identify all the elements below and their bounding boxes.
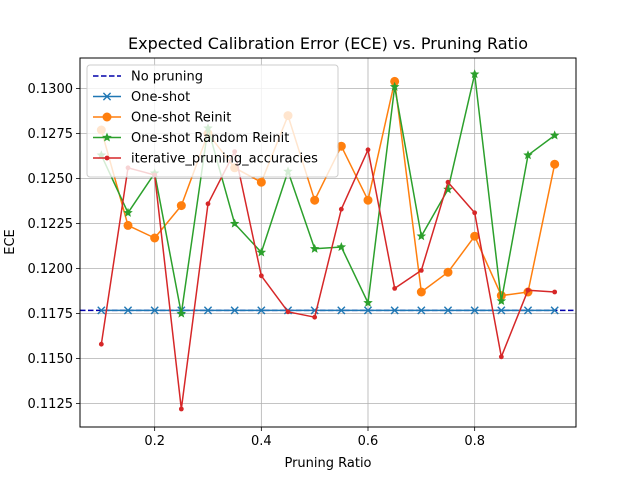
data-point [390,76,400,86]
x-tick-label: 0.4 [251,434,272,449]
legend-label: No pruning [131,70,203,85]
data-point [229,218,240,228]
data-point [392,286,398,291]
data-point [416,231,427,241]
data-point [550,306,559,315]
y-tick-label: 0.1175 [28,307,74,322]
x-tick-label: 0.6 [358,434,379,449]
y-tick-label: 0.1250 [28,172,74,187]
data-point [443,184,453,194]
data-point [496,296,507,306]
data-point [98,341,104,347]
legend-marker [102,92,112,101]
data-point [552,289,558,295]
data-point [205,201,211,207]
data-point [443,267,453,277]
x-ticks: 0.2 0.4 0.6 0.8 [144,427,485,449]
x-axis-label: Pruning Ratio [284,456,371,471]
data-point [469,69,480,79]
data-point [309,243,320,253]
y-ticks: 0.1125 0.1150 0.1175 0.1200 0.1225 0.1250 0.12… [28,82,80,412]
data-point [363,195,373,205]
data-point [523,150,533,160]
data-point [363,297,373,307]
legend-marker [102,112,112,122]
data-point [336,141,346,151]
legend-marker [102,132,112,142]
legend-marker [104,155,110,161]
data-point [389,81,400,91]
legend-entry: One-shot Reinit [93,111,231,126]
data-point [416,287,426,297]
data-point [258,273,264,279]
legend-entry: No pruning [93,70,203,85]
legend-box [86,64,339,178]
y-tick-label: 0.1275 [28,127,74,142]
data-point [230,306,239,315]
data-point [97,306,106,315]
y-tick-label: 0.1200 [28,262,74,277]
chart-title: Expected Calibration Error (ECE) vs. Pru… [128,34,528,53]
data-point [497,306,506,315]
data-point [418,268,424,273]
y-tick-label: 0.1125 [28,397,74,412]
data-point [445,179,451,185]
data-point [176,201,186,211]
legend-entry: iterative_pruning_accuracies [93,152,318,167]
data-point [336,242,347,252]
data-point [525,287,531,293]
data-point [256,247,267,257]
data-point [523,306,533,315]
data-point [550,159,560,169]
data-point [443,306,453,315]
data-point [203,306,213,315]
series-line [100,73,556,315]
data-point [549,130,560,140]
data-point [176,308,187,318]
data-point [310,195,320,205]
data-point [337,306,346,315]
data-point [285,309,291,315]
data-point [498,354,504,360]
data-point [178,406,184,412]
data-point [256,177,266,187]
x-tick-label: 0.2 [144,434,165,449]
data-point [365,147,371,153]
data-point [150,233,160,243]
legend-label: One-shot Reinit [131,111,231,126]
data-point [257,306,266,315]
data-point [470,231,480,241]
y-tick-label: 0.1300 [28,82,74,97]
data-point [123,220,133,230]
series-line [100,149,555,410]
data-point [470,306,479,315]
legend-label: One-shot [131,90,190,105]
data-point [363,306,373,315]
x-tick-label: 0.8 [464,434,485,449]
data-point [150,306,159,315]
data-point [417,306,426,315]
y-tick-label: 0.1225 [28,217,74,232]
plot-frame [79,57,577,428]
y-axis-label: ECE [3,229,18,255]
legend-entry: One-shot Random Reinit [93,131,289,146]
data-point [472,210,478,216]
legend-label: One-shot Random Reinit [131,131,289,146]
legend-label: iterative_pruning_accuracies [131,152,318,167]
y-tick-label: 0.1150 [28,352,74,367]
data-point [312,314,318,320]
data-point [338,206,344,212]
legend-entry: One-shot [93,90,190,105]
data-point [390,306,399,315]
data-point [123,207,133,217]
data-point [123,306,133,315]
legend: No pruning One-shot One-shot Reinit One-sho… [86,64,339,178]
